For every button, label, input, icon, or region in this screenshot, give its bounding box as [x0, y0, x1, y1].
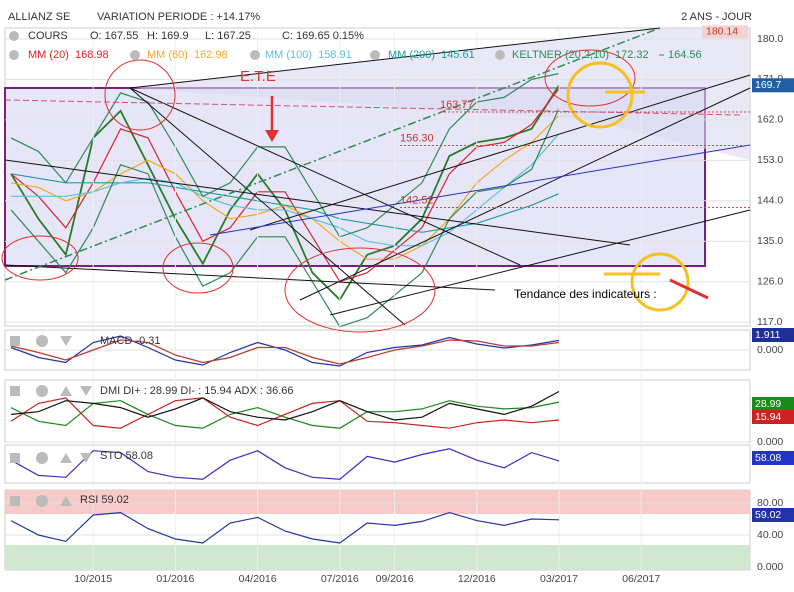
series-line	[10, 88, 560, 283]
title: ALLIANZ SE	[8, 11, 70, 23]
value-box-label: 59.02	[755, 509, 781, 521]
rsi-oversold	[5, 545, 750, 570]
plot-layer	[5, 30, 750, 570]
series-line	[11, 133, 560, 247]
y-tick-label: 180.0	[757, 33, 783, 45]
high-marker-label: 180.14	[706, 26, 738, 38]
y-tick-label: 162.0	[757, 114, 783, 126]
x-tick-label: 12/2016	[458, 573, 496, 585]
y-tick-label: 80.00	[757, 497, 783, 509]
value-box	[752, 410, 794, 424]
legend-value: 172.32	[615, 49, 649, 61]
quote-open: O: 167.55	[90, 30, 138, 42]
legend-name: KELTNER (20,2,10)	[512, 49, 609, 61]
legend-value: 168.98	[75, 49, 109, 61]
y-tick-label: 135.0	[757, 235, 783, 247]
value-box	[752, 328, 794, 342]
series-line	[10, 400, 560, 429]
legend-name: MM (100)	[265, 49, 312, 61]
level-label: 156.30	[400, 132, 434, 144]
y-tick-label: 153.0	[757, 154, 783, 166]
series-line	[10, 339, 560, 365]
legend-value: 145.61	[441, 49, 475, 61]
quote-low: L: 167.25	[205, 30, 251, 42]
macd-title: MACD -0.31	[100, 335, 161, 347]
x-tick-label: 04/2016	[239, 573, 277, 585]
legend-value: 164.56	[668, 49, 702, 61]
period: 2 ANS - JOUR	[681, 11, 752, 23]
value-box	[752, 78, 794, 93]
trend-circles	[566, 61, 709, 312]
value-box-label: 15.94	[755, 411, 781, 423]
y-tick-label: 0.000	[757, 436, 783, 448]
legend-value: 162.98	[194, 49, 228, 61]
value-box-label: 28.99	[755, 398, 781, 410]
toolbar-icons[interactable]	[9, 31, 505, 507]
x-tick-label: 01/2016	[156, 573, 194, 585]
legend-value: 158.91	[318, 49, 352, 61]
trend-label: Tendance des indicateurs :	[514, 287, 657, 301]
channel	[130, 28, 750, 160]
series-line	[10, 108, 560, 328]
level-label: 163.77	[440, 99, 474, 111]
rsi-title: RSI 59.02	[80, 494, 129, 506]
pattern-ellipses	[1, 49, 636, 333]
y-tick-label: 126.0	[757, 275, 783, 287]
x-tick-label: 06/2017	[622, 573, 660, 585]
series-line	[10, 448, 560, 480]
series-line	[10, 397, 560, 429]
sto-panel	[4, 444, 751, 484]
value-box	[752, 451, 794, 465]
legend-name: MM (60)	[147, 49, 188, 61]
series-line	[10, 173, 560, 233]
series-line	[10, 390, 560, 421]
series-line	[10, 335, 560, 367]
dmi-title: DMI DI+ : 28.99 DI- : 15.94 ADX : 36.66	[100, 385, 294, 397]
quote-close: C: 169.65 0.15%	[282, 30, 364, 42]
legend-name: MM (200)	[388, 49, 435, 61]
series-line	[10, 511, 560, 544]
sto-title: STO 58.08	[100, 450, 153, 462]
value-box-label: 169.7	[755, 79, 781, 91]
value-box-label: 58.08	[755, 452, 781, 464]
ete-arrow	[265, 96, 279, 142]
x-tick-label: 10/2015	[74, 573, 112, 585]
high-marker-box	[702, 25, 748, 39]
x-tick-label: 03/2017	[540, 573, 578, 585]
subtitle: VARIATION PERIODE : +14.17%	[97, 11, 260, 23]
pattern-label: E.T.E	[240, 68, 276, 85]
y-tick-label: 144.0	[757, 195, 783, 207]
x-tick-label: 09/2016	[376, 573, 414, 585]
y-tick-label: 117.0	[757, 316, 783, 328]
rsi-overbought	[5, 490, 750, 514]
y-tick-label: 0.000	[757, 344, 783, 356]
series-line	[10, 72, 560, 238]
y-tick-label: 0.000	[757, 561, 783, 573]
cours-label: COURS	[28, 30, 68, 42]
trend-lines	[4, 27, 751, 326]
value-box	[752, 397, 794, 411]
x-tick-label: 07/2016	[321, 573, 359, 585]
legend-name: MM (20)	[28, 49, 69, 61]
level-label: 142.52	[400, 194, 434, 206]
quote-high: H: 169.9	[147, 30, 189, 42]
value-box	[752, 508, 794, 522]
y-tick-label: 40.00	[757, 529, 783, 541]
value-box-label: 1.911	[755, 329, 781, 341]
